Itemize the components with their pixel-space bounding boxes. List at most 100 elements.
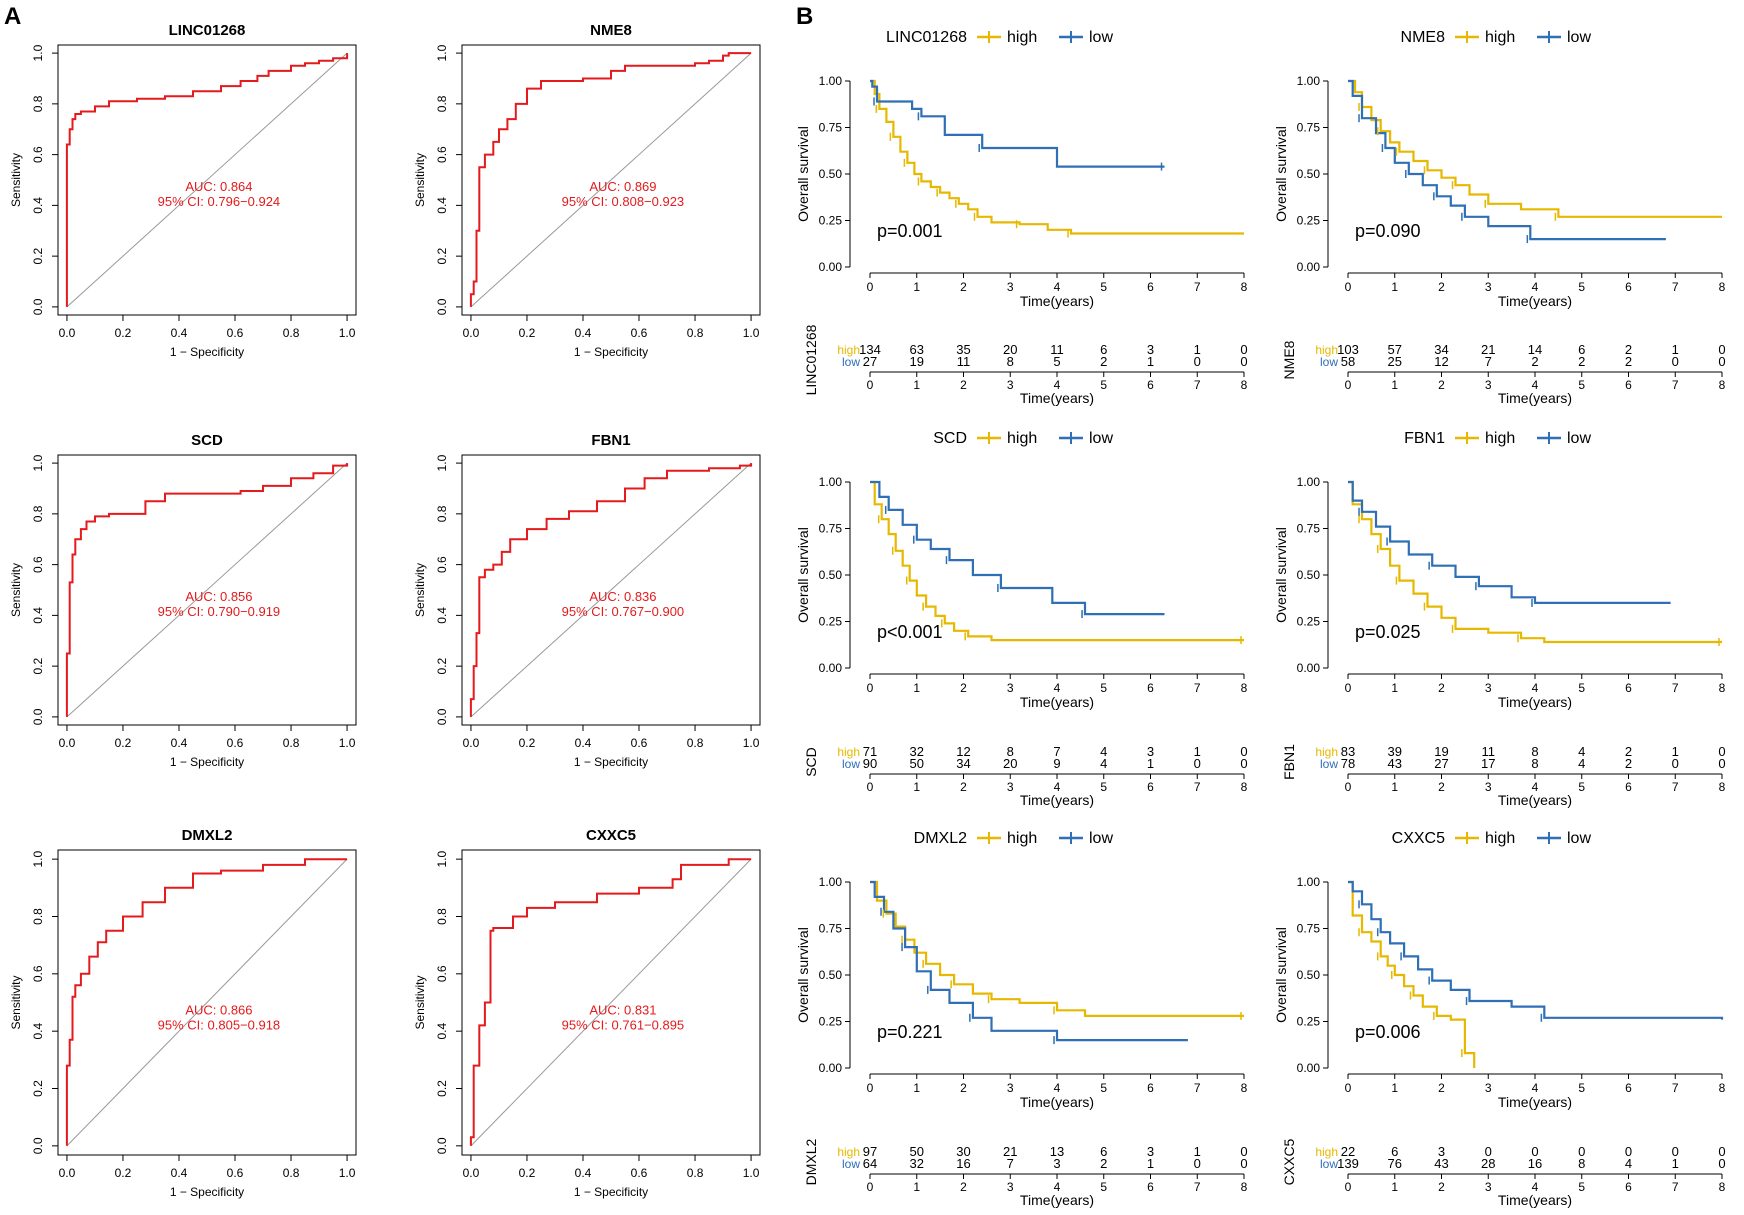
- km-x-tick-label: 8: [1241, 1081, 1248, 1095]
- km-risk-low-count: 2: [1100, 1156, 1107, 1171]
- km-legend: SCD high low: [933, 430, 1113, 447]
- km-low-curve: [870, 480, 1165, 616]
- panel-a-label: A: [4, 3, 21, 30]
- km-risk-low-count: 1: [1147, 1156, 1154, 1171]
- km-risk-low-count: 2: [1531, 354, 1538, 369]
- km-risk-low-count: 0: [1240, 1156, 1247, 1171]
- km-x-tick-label: 1: [913, 280, 920, 294]
- roc-x-tick-label: 0.2: [115, 326, 132, 340]
- km-risk-low-count: 0: [1718, 1156, 1725, 1171]
- km-legend: NME8 high low: [1401, 29, 1592, 46]
- km-risk-tick-label: 1: [913, 1180, 920, 1194]
- km-risk-high-count: 0: [1718, 1144, 1725, 1159]
- km-y-axis-label: Overall survival: [795, 927, 811, 1023]
- km-legend-high-label: high: [1007, 830, 1037, 847]
- km-risk-low-count: 4: [1625, 1156, 1632, 1171]
- km-risk-low-label: low: [1320, 757, 1338, 771]
- km-y-tick-label: 1.00: [1297, 74, 1321, 88]
- roc-x-axis-label: 1 − Specificity: [170, 1185, 244, 1199]
- km-risk-low-label: low: [842, 757, 860, 771]
- km-risk-high-count: 19: [1434, 744, 1448, 759]
- km-p-value: p=0.221: [877, 1022, 943, 1042]
- km-risk-low-count: 4: [1100, 756, 1107, 771]
- km-x-tick-label: 7: [1672, 1081, 1679, 1095]
- km-x-tick-label: 4: [1532, 681, 1539, 695]
- roc-x-tick-label: 0.2: [519, 736, 536, 750]
- roc-x-axis-label: 1 − Specificity: [170, 755, 244, 769]
- km-risk-low-count: 9: [1053, 756, 1060, 771]
- roc-diagonal: [470, 858, 752, 1147]
- km-y-axis-label: Overall survival: [1273, 927, 1289, 1023]
- roc-x-tick-label: 0.4: [575, 736, 592, 750]
- roc-y-tick-label: 0.6: [31, 556, 45, 573]
- roc-frame: [461, 44, 761, 316]
- km-x-tick-label: 4: [1054, 280, 1061, 294]
- roc-y-tick-label: 0.0: [31, 708, 45, 725]
- km-x-tick-label: 7: [1194, 280, 1201, 294]
- km-risk-low-label: low: [1320, 1157, 1338, 1171]
- km-risk-tick-label: 8: [1719, 780, 1726, 794]
- km-x-tick-label: 1: [1391, 1081, 1398, 1095]
- km-risk-high-count: 1: [1194, 342, 1201, 357]
- km-risk-high-count: 20: [1003, 342, 1017, 357]
- roc-panel-scd: SCD 0.0 0.0 0.2 0.2 0.4 0.4 0.6 0.6 0.8 0.8 1.0 1.0 1…: [9, 432, 357, 769]
- km-risk-low-count: 0: [1194, 1156, 1201, 1171]
- km-risk-high-count: 0: [1240, 744, 1247, 759]
- roc-panel-nme8: NME8 0.0 0.0 0.2 0.2 0.4 0.4 0.6 0.6 0.8 0.8 1.0 1.0…: [413, 22, 761, 359]
- km-x-tick-label: 5: [1578, 1081, 1585, 1095]
- km-risk-tick-label: 0: [1345, 780, 1352, 794]
- km-risk-high-count: 1: [1672, 342, 1679, 357]
- km-risk-tick-label: 3: [1007, 378, 1014, 392]
- km-legend-title: CXXC5: [1392, 830, 1445, 847]
- roc-x-tick-label: 1.0: [743, 1166, 760, 1180]
- km-y-tick-label: 0.75: [1297, 121, 1321, 135]
- km-risk-tick-label: 6: [1625, 1180, 1632, 1194]
- km-risk-high-count: 134: [859, 342, 881, 357]
- km-x-tick-label: 5: [1100, 681, 1107, 695]
- km-risk-high-count: 4: [1578, 744, 1585, 759]
- roc-panel-dmxl2: DMXL2 0.0 0.0 0.2 0.2 0.4 0.4 0.6 0.6 0.8 0.8 1.0 1.…: [9, 827, 357, 1199]
- roc-y-tick-label: 1.0: [435, 850, 449, 867]
- km-risk-high-count: 21: [1003, 1144, 1017, 1159]
- km-risk-low-count: 8: [1531, 756, 1538, 771]
- km-x-tick-label: 5: [1100, 280, 1107, 294]
- km-risk-gene-label: CXXC5: [1281, 1138, 1297, 1185]
- km-risk-high-count: 83: [1341, 744, 1355, 759]
- roc-y-tick-label: 0.0: [435, 708, 449, 725]
- roc-x-tick-label: 0.0: [463, 1166, 480, 1180]
- km-p-value: p=0.001: [877, 221, 943, 241]
- km-risk-high-count: 50: [910, 1144, 924, 1159]
- roc-frame: [461, 454, 761, 726]
- km-risk-tick-label: 8: [1241, 780, 1248, 794]
- km-risk-tick-label: 7: [1672, 1180, 1679, 1194]
- km-risk-tick-label: 6: [1625, 780, 1632, 794]
- km-risk-tick-label: 4: [1054, 378, 1061, 392]
- km-risk-tick-label: 3: [1485, 780, 1492, 794]
- km-high-curve: [870, 480, 1244, 642]
- km-risk-tick-label: 7: [1194, 780, 1201, 794]
- roc-curve: [469, 858, 752, 1146]
- roc-x-tick-label: 1.0: [339, 1166, 356, 1180]
- km-risk-tick-label: 0: [867, 780, 874, 794]
- km-y-tick-label: 0.50: [819, 968, 843, 982]
- km-y-axis-label: Overall survival: [795, 527, 811, 623]
- km-risk-low-count: 0: [1240, 354, 1247, 369]
- km-risk-x-label: Time(years): [1020, 792, 1094, 808]
- km-legend-title: NME8: [1401, 29, 1446, 46]
- km-risk-high-count: 14: [1528, 342, 1542, 357]
- roc-y-tick-label: 0.6: [435, 965, 449, 982]
- roc-y-tick-label: 1.0: [31, 44, 45, 61]
- km-x-tick-label: 2: [1438, 280, 1445, 294]
- km-x-tick-label: 1: [913, 681, 920, 695]
- km-risk-low-count: 19: [910, 354, 924, 369]
- km-risk-tick-label: 1: [1391, 378, 1398, 392]
- roc-y-axis-label: Sensitivity: [9, 975, 23, 1029]
- km-risk-high-count: 103: [1337, 342, 1359, 357]
- km-risk-tick-label: 1: [913, 780, 920, 794]
- km-risk-tick-label: 2: [1438, 1180, 1445, 1194]
- roc-title: CXXC5: [586, 827, 636, 844]
- km-risk-tick-label: 3: [1007, 780, 1014, 794]
